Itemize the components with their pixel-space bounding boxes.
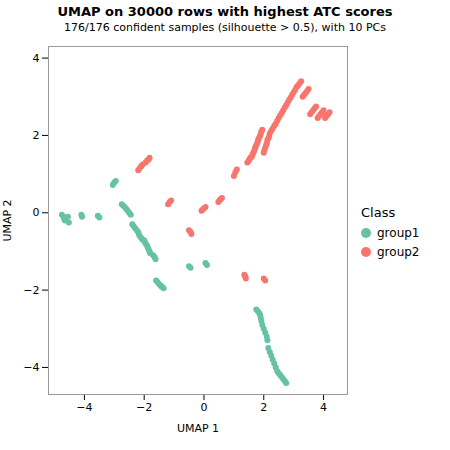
svg-text:−4: −4 xyxy=(23,361,39,374)
svg-text:0: 0 xyxy=(200,401,207,414)
svg-text:−2: −2 xyxy=(136,401,152,414)
svg-text:2: 2 xyxy=(260,401,267,414)
svg-text:0: 0 xyxy=(33,206,40,219)
html-text:176/176 confident samples (sil: 176/176 confident samples (silhouette > … xyxy=(64,21,386,34)
html-text:UMAP on 30000 rows with highes: UMAP on 30000 rows with highest ATC scor… xyxy=(57,4,393,19)
svg-text:UMAP 1: UMAP 1 xyxy=(177,422,219,435)
html-text:group1: group1 xyxy=(377,225,420,240)
html-text:group2: group2 xyxy=(377,244,420,259)
svg-text:4: 4 xyxy=(33,52,40,65)
svg-text:−4: −4 xyxy=(76,401,92,414)
svg-text:2: 2 xyxy=(33,129,40,142)
svg-text:−2: −2 xyxy=(23,284,39,297)
html-text:Class: Class xyxy=(361,204,396,220)
svg-text:UMAP 2: UMAP 2 xyxy=(1,199,14,241)
svg-text:4: 4 xyxy=(320,401,327,414)
